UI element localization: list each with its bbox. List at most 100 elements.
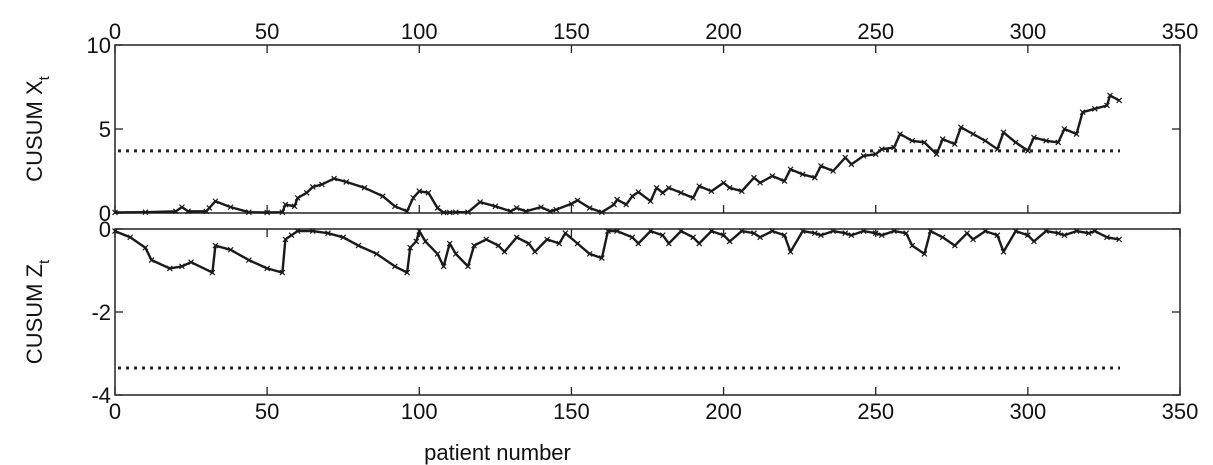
x-xtick-label: 350: [1162, 19, 1199, 44]
z-data-point: [842, 230, 849, 237]
x-data-point: [465, 209, 471, 216]
z-data-point: [629, 234, 636, 241]
x-ytick-label: 5: [99, 117, 111, 142]
x-y-axis-label-subscript: t: [36, 75, 53, 80]
z-y-axis-label-subscript: t: [36, 259, 53, 264]
x-data-point: [799, 171, 806, 178]
z-data-point: [982, 228, 989, 234]
z-data-point: [1116, 236, 1123, 243]
x-data-point: [507, 208, 514, 215]
z-data-point: [830, 228, 837, 234]
x-data-point: [425, 189, 432, 196]
z-data-point: [112, 228, 118, 234]
z-data-point: [1091, 228, 1098, 234]
x-data-point: [659, 189, 666, 196]
z-data-point: [264, 265, 271, 272]
x-data-point: [522, 208, 529, 215]
x-data-point: [1107, 92, 1113, 99]
x-xtick-label: 250: [857, 19, 894, 44]
x-data-point: [142, 209, 149, 216]
z-data-point: [452, 250, 459, 257]
z-data-point: [708, 228, 715, 234]
x-data-point: [647, 198, 654, 205]
z-data-point: [738, 228, 745, 234]
x-data-point: [279, 209, 286, 216]
x-data-point: [1012, 139, 1019, 146]
x-data-point: [623, 201, 630, 208]
z-data-point: [142, 244, 149, 251]
x-xtick-label: 150: [553, 19, 590, 44]
z-data-point: [964, 230, 970, 237]
z-xtick-label: 300: [1009, 399, 1046, 424]
x-data-point: [553, 206, 560, 213]
z-data-point: [525, 240, 532, 247]
z-data-point: [373, 250, 380, 257]
x-data-point: [787, 166, 794, 173]
z-data-point: [848, 232, 855, 239]
x-data-point: [751, 174, 757, 181]
z-data-point: [407, 244, 414, 251]
z-data-point: [355, 242, 362, 249]
z-data-point: [179, 263, 185, 270]
x-data-point: [921, 139, 928, 146]
x-data-point: [994, 146, 1001, 153]
z-data-point: [148, 257, 155, 264]
x-data-point: [538, 204, 544, 211]
z-data-point: [1000, 248, 1007, 255]
x-data-point: [227, 204, 234, 211]
z-data-point: [696, 240, 703, 247]
x-data-point: [1091, 105, 1098, 112]
x-data-point: [404, 208, 411, 215]
x-data-point: [179, 204, 185, 211]
x-data-point: [303, 189, 310, 196]
x-data-point: [970, 131, 977, 137]
cusum-z-panel: 0 50 100 150 200 250 300 350 0 -2 -4 CUSUM Zt patien…: [22, 217, 1198, 465]
x-y-axis-label-main: CUSUM X: [22, 80, 47, 182]
z-data-point: [1104, 234, 1110, 241]
x-data-point: [586, 205, 593, 211]
z-y-axis-label-main: CUSUM Z: [22, 264, 47, 364]
x-data-point: [818, 163, 824, 169]
z-data-point: [1073, 228, 1080, 234]
x-data-point: [614, 196, 620, 203]
x-data-point: [1000, 129, 1007, 136]
x-data-point: [738, 188, 745, 195]
z-data-point: [769, 228, 776, 234]
z-data-point: [562, 230, 569, 237]
x-xtick-label: 0: [109, 19, 121, 44]
x-data-point: [212, 198, 219, 205]
x-data-point: [720, 179, 727, 186]
x-data-point: [291, 203, 298, 210]
z-data-point: [501, 248, 508, 255]
x-data-point: [939, 136, 946, 143]
x-data-point: [410, 194, 417, 201]
z-data-point: [1043, 228, 1050, 234]
z-xtick-label: 50: [255, 399, 279, 424]
x-data-point: [678, 189, 684, 196]
x-data-point: [172, 208, 179, 215]
z-data-point: [392, 263, 398, 270]
z-data-point: [818, 232, 824, 239]
x-data-point: [611, 201, 617, 208]
x-data-point: [830, 168, 837, 174]
z-data-point: [416, 228, 423, 234]
z-data-point: [598, 255, 605, 261]
z-data-point: [751, 230, 757, 237]
x-data-point: [264, 209, 271, 216]
z-data-point: [903, 230, 910, 237]
z-data-point: [690, 234, 697, 241]
x-data-point: [848, 161, 855, 168]
x-data-point: [245, 209, 252, 216]
x-data-point: [842, 154, 849, 161]
x-data-point: [440, 209, 447, 216]
z-xtick-label: 0: [109, 399, 121, 424]
z-data-point: [1031, 238, 1037, 245]
x-xtick-label: 200: [705, 19, 742, 44]
x-data-point: [635, 189, 642, 195]
z-data-point: [166, 265, 173, 272]
x-data-point: [897, 131, 903, 137]
z-data-point: [939, 234, 946, 241]
z-data-point: [1085, 230, 1092, 237]
z-data-point: [245, 257, 252, 264]
